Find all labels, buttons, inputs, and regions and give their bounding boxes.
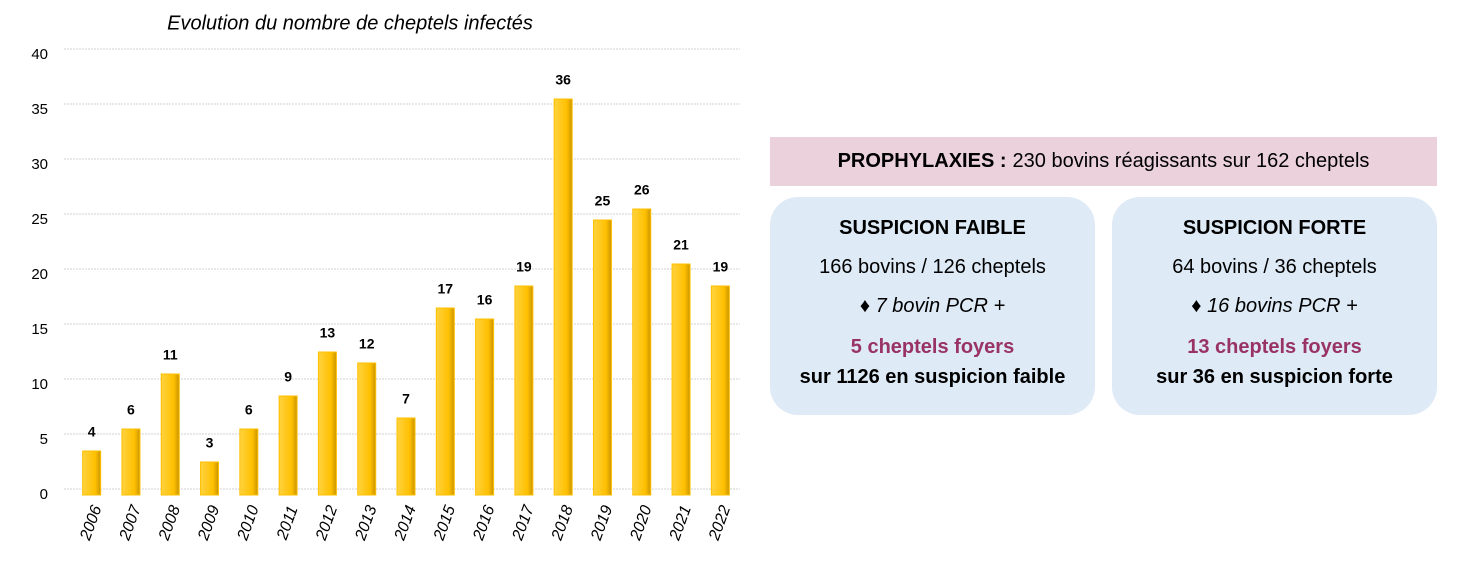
data-label: 25 — [595, 193, 611, 209]
data-label: 13 — [320, 325, 336, 341]
pcr-text: 7 bovin PCR + — [875, 295, 1006, 317]
panel-title: SUSPICION FORTE — [1182, 217, 1367, 239]
data-label: 9 — [284, 369, 292, 385]
y-tick-label: 20 — [31, 266, 48, 283]
x-tick-label: 2007 — [116, 502, 145, 543]
panel-foyers: 5 cheptels foyers — [850, 336, 1015, 358]
banner-text: 230 bovins réagissants sur 162 cheptels — [1012, 150, 1370, 172]
x-tick-label: 2014 — [391, 503, 420, 543]
panel-detail: sur 36 en suspicion forte — [1156, 366, 1393, 388]
bar — [632, 208, 652, 496]
bar — [553, 98, 573, 496]
bar — [671, 263, 691, 496]
data-label: 16 — [477, 292, 493, 308]
x-tick-label: 2015 — [431, 503, 460, 543]
data-label: 26 — [634, 182, 650, 198]
panel: SUSPICION FORTE 64 bovins / 36 cheptels … — [1112, 197, 1437, 415]
x-tick-label: 2012 — [313, 503, 342, 543]
y-tick-label: 15 — [31, 321, 48, 338]
bar — [121, 428, 141, 496]
data-label: 12 — [359, 336, 375, 352]
x-tick-label: 2022 — [706, 503, 735, 543]
data-label: 7 — [402, 391, 410, 407]
bar — [357, 362, 377, 496]
panel-pcr: ♦ 16 bovins PCR + — [1191, 295, 1358, 317]
data-label: 17 — [438, 281, 454, 297]
x-tick-label: 2020 — [627, 503, 656, 543]
data-label: 19 — [516, 259, 532, 275]
y-tick-label: 30 — [31, 156, 48, 173]
bar — [435, 307, 455, 496]
x-tick-label: 2019 — [588, 503, 617, 543]
y-tick-label: 10 — [31, 376, 48, 393]
y-tick-label: 35 — [31, 101, 48, 118]
panel-line: 166 bovins / 126 cheptels — [819, 256, 1046, 278]
panel-title: SUSPICION FAIBLE — [839, 217, 1026, 239]
y-tick-label: 0 — [40, 486, 48, 503]
banner: PROPHYLAXIES :230 bovins réagissants sur… — [770, 137, 1437, 186]
x-tick-label: 2021 — [666, 503, 695, 543]
x-tick-label: 2018 — [548, 503, 577, 543]
bar — [514, 285, 534, 496]
pcr-text: 16 bovins PCR + — [1207, 295, 1358, 317]
bar — [239, 428, 259, 496]
x-tick-label: 2008 — [156, 503, 185, 543]
bar — [396, 417, 416, 496]
bar — [278, 395, 298, 496]
data-label: 4 — [88, 424, 96, 440]
x-tick-label: 2011 — [274, 504, 302, 543]
data-label: 6 — [245, 402, 253, 418]
y-tick-label: 25 — [31, 211, 48, 228]
data-label: 6 — [127, 402, 135, 418]
bar — [160, 373, 180, 496]
data-label: 36 — [555, 72, 571, 88]
x-tick-label: 2017 — [509, 502, 538, 543]
data-label: 3 — [206, 435, 214, 451]
chart-title: Evolution du nombre de cheptels infectés — [167, 12, 533, 34]
data-label: 21 — [673, 237, 689, 253]
panel-line: 64 bovins / 36 cheptels — [1172, 256, 1377, 278]
bar — [317, 351, 337, 496]
chart: Evolution du nombre de cheptels infectés… — [31, 12, 740, 543]
banner-label: PROPHYLAXIES : — [837, 150, 1007, 172]
x-tick-label: 2006 — [77, 503, 106, 543]
y-tick-label: 40 — [31, 46, 48, 63]
x-tick-label: 2009 — [195, 503, 224, 543]
y-tick-label: 5 — [40, 431, 48, 448]
bar — [82, 450, 102, 496]
x-tick-label: 2016 — [470, 503, 499, 543]
data-label: 19 — [713, 259, 729, 275]
bar — [475, 318, 495, 496]
x-tick-label: 2013 — [352, 503, 381, 543]
panel-pcr: ♦ 7 bovin PCR + — [859, 295, 1006, 317]
data-label: 11 — [163, 347, 178, 363]
bar — [710, 285, 730, 496]
bar — [200, 461, 220, 496]
panel-foyers: 13 cheptels foyers — [1187, 336, 1362, 358]
panel: SUSPICION FAIBLE 166 bovins / 126 chepte… — [770, 197, 1095, 415]
bar — [592, 219, 612, 496]
panel-detail: sur 1126 en suspicion faible — [799, 366, 1066, 388]
x-tick-label: 2010 — [234, 503, 263, 543]
